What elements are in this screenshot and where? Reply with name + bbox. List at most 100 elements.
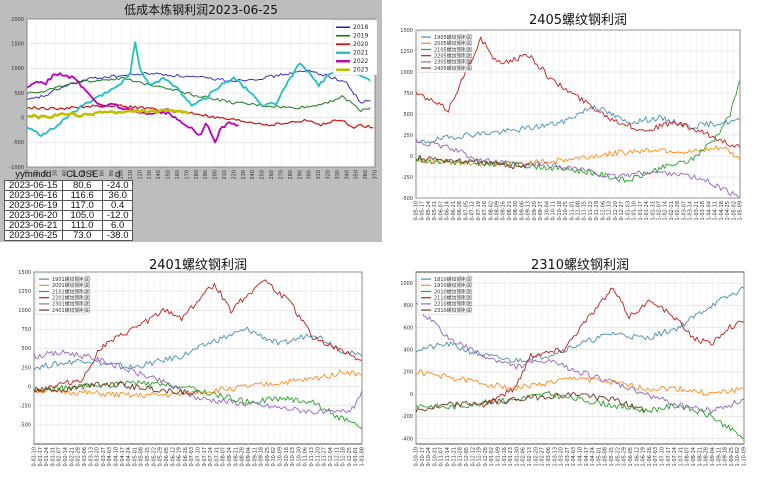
x-tick-label: 0-07-24	[208, 447, 214, 467]
x-tick-label: 1-01-24	[644, 201, 650, 221]
chart-3-svg: 2310螺纹钢利润 -400 -200 0 200 400 600 800 1000 0-10-1…	[400, 258, 747, 467]
x-tick-label: 150	[166, 170, 172, 180]
x-tick-label: 1-07-31	[678, 447, 684, 467]
x-tick-label: 0-10-31	[432, 447, 438, 467]
x-tick-label: 0-12-19	[477, 447, 483, 467]
chart-0-svg: 低成本炼钢利润2023-06-25-1000-50005001000150020…	[9, 2, 378, 180]
x-tick-label: 350	[354, 170, 360, 180]
y-tick-label: 0	[410, 392, 413, 398]
series-line-2405螺纹钢利润	[416, 154, 530, 170]
chart-title: 低成本炼钢利润2023-06-25	[124, 2, 278, 17]
x-tick-label: 1-03-07	[681, 201, 687, 221]
x-tick-label: 0-07-17	[202, 447, 208, 467]
y-tick-label: -250	[402, 175, 413, 181]
x-tick-label: 0-05-31	[432, 201, 438, 221]
x-tick-label: 1-03-27	[565, 447, 571, 467]
table-row: 2023-06-21 111.0 6.0	[4, 220, 134, 231]
legend-label: 2023	[353, 67, 368, 74]
x-tick-label: 0-10-16	[284, 447, 290, 467]
y-tick-label: 500	[403, 112, 413, 118]
y-tick-label: 1500	[11, 41, 24, 47]
x-tick-label: 0-02-07	[57, 447, 63, 467]
x-tick-label: 0-04-24	[126, 447, 132, 467]
series-line-2401螺纹钢利润	[34, 381, 199, 396]
y-tick-label: -500	[13, 140, 24, 146]
x-tick-label: 1-03-21	[694, 201, 700, 221]
table-row: 2023-06-19 117.0 0.4	[4, 200, 134, 211]
series-group	[27, 41, 374, 144]
table-cell: 36.0	[101, 190, 134, 201]
x-tick-label: 0-08-23	[507, 201, 513, 221]
series-line-2305螺纹钢利润	[416, 138, 740, 198]
y-tick-label: 400	[403, 347, 413, 353]
x-tick-label: 0-06-26	[183, 447, 189, 467]
x-tick-label: 0-01-10	[32, 447, 38, 467]
legend-label: 2001螺纹钢利润	[52, 282, 90, 289]
series-line-1910螺纹钢利润	[416, 369, 744, 396]
series-line-2018	[27, 69, 371, 104]
table-cell: 0.4	[101, 200, 134, 211]
x-tick-label: 0-12-13	[607, 201, 613, 221]
x-tick-label: 1-06-12	[634, 447, 640, 467]
y-tick-label: -500	[402, 196, 413, 202]
x-tick-label: 0-11-22	[588, 201, 594, 221]
chart-title: 2401螺纹钢利润	[149, 258, 247, 273]
series-line-2019	[27, 77, 371, 112]
x-tick-label: 1-01-17	[638, 201, 644, 221]
x-tick-label: 160	[175, 170, 181, 180]
x-tick-label: 1-02-20	[533, 447, 539, 467]
x-tick-label: 1-07-24	[672, 447, 678, 467]
table-cell: 2023-06-19	[4, 200, 63, 211]
x-tick-label: 1-08-14	[691, 447, 697, 467]
legend-label: 2101螺纹钢利润	[52, 288, 90, 295]
legend-box	[417, 272, 469, 315]
y-tick-label: 750	[21, 327, 31, 333]
x-tick-label: 1-02-13	[527, 447, 533, 467]
x-tick-label: 1-05-01	[596, 447, 602, 467]
legend-box	[417, 30, 469, 73]
x-tick-label: 1-09-11	[716, 447, 722, 467]
x-tick-label: 230	[241, 170, 247, 180]
x-tick-label: 0-11-27	[322, 447, 328, 467]
x-tick-label: 0-08-02	[488, 201, 494, 221]
legend-label: 2405螺纹钢利润	[434, 65, 472, 72]
table-header: yymmdd	[15, 169, 52, 180]
x-tick-label: 210	[222, 170, 228, 180]
x-tick-label: 0-12-20	[613, 201, 619, 221]
x-tick-label: 1-01-01	[353, 447, 359, 467]
x-tick-label: 1-09-18	[723, 447, 729, 467]
x-tick-label: 1-06-05	[628, 447, 634, 467]
table-cell: -12.0	[101, 210, 134, 221]
y-tick-label: -250	[20, 404, 31, 410]
x-tick-label: 1-07-03	[653, 447, 659, 467]
x-tick-label: 0-08-09	[495, 201, 501, 221]
y-tick-label: -200	[402, 414, 413, 420]
table-cell: 2023-06-25	[4, 230, 63, 241]
x-tick-label: 1-05-22	[615, 447, 621, 467]
legend-label: 2401螺纹钢利润	[52, 307, 90, 314]
legend-label: 1905螺纹钢利润	[434, 34, 472, 41]
x-tick-label: 0-09-13	[526, 201, 532, 221]
table-cell: -24.0	[101, 180, 134, 191]
x-tick-label: 0-06-19	[177, 447, 183, 467]
x-tick-label: 0-05-17	[420, 201, 426, 221]
x-tick-label: 0-11-13	[309, 447, 315, 467]
x-tick-label: 0-02-14	[63, 447, 69, 467]
x-tick-label: 240	[250, 170, 256, 180]
table-cell: 80.6	[61, 180, 103, 191]
x-tick-label: 0-05-15	[145, 447, 151, 467]
table-cell: -38.0	[101, 230, 134, 241]
x-tick-label: 10	[34, 170, 40, 176]
x-tick-label: 0-01-31	[50, 447, 56, 467]
legend-box	[332, 19, 378, 76]
x-tick-label: 0-09-11	[252, 447, 258, 467]
x-tick-label: 1-01-08	[360, 447, 366, 467]
x-tick-label: 80	[100, 170, 106, 176]
x-tick-label: 1-04-25	[725, 201, 731, 221]
x-tick-label: 0-06-28	[457, 201, 463, 221]
x-tick-label: 170	[184, 170, 190, 180]
x-tick-label: 0-08-30	[513, 201, 519, 221]
x-tick-label: 0-06-14	[445, 201, 451, 221]
y-tick-label: 750	[403, 91, 413, 97]
chart-2405-rebar-profit: 2405螺纹钢利润 -500 -250 0 250 500 750 1000 1250 1500 0…	[392, 8, 772, 240]
